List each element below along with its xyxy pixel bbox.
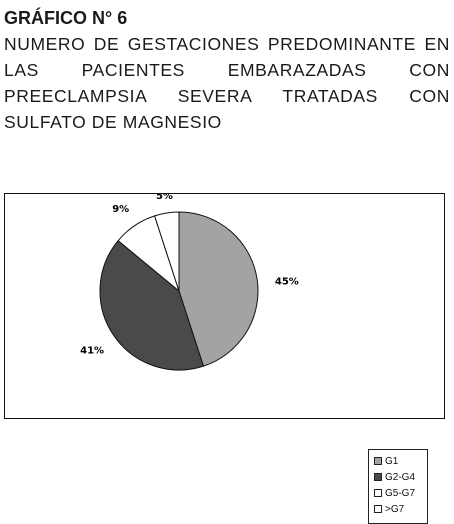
- legend-swatch-3: [374, 489, 382, 497]
- pie-chart: 45% 41% 9% 5%: [80, 194, 299, 371]
- legend-label-4: >G7: [385, 503, 405, 515]
- pie-slice-4: [153, 211, 180, 292]
- legend-swatch-4: [374, 505, 382, 513]
- legend-item-3: G5-G7: [374, 485, 427, 501]
- chart-legend: G1 G2-G4 G5-G7 >G7: [368, 449, 428, 524]
- legend-label-3: G5-G7: [385, 487, 416, 499]
- legend-label-1: G1: [385, 455, 399, 467]
- figure-label: GRÁFICO N° 6: [4, 8, 128, 28]
- chart-heading: GRÁFICO N° 6 NUMERO DE GESTACIONES PREDO…: [4, 6, 450, 135]
- legend-item-2: G2-G4: [374, 469, 427, 485]
- pie-slice-1: [178, 211, 259, 367]
- legend-swatch-1: [374, 457, 382, 465]
- slice-label-1: 45%: [275, 276, 299, 287]
- slice-label-3: 9%: [112, 204, 129, 215]
- legend-item-1: G1: [374, 453, 427, 469]
- chart-frame: 45% 41% 9% 5% G1 G2-G4 G5-G7 >G7: [4, 193, 445, 524]
- legend-label-2: G2-G4: [385, 471, 416, 483]
- slice-label-2: 41%: [80, 345, 104, 356]
- chart-caption: NUMERO DE GESTACIONES PREDOMINANTE EN LA…: [4, 34, 450, 132]
- pie-slice-2: [99, 239, 205, 371]
- legend-swatch-2: [374, 473, 382, 481]
- legend-item-4: >G7: [374, 501, 427, 517]
- slice-label-4: 5%: [156, 194, 173, 202]
